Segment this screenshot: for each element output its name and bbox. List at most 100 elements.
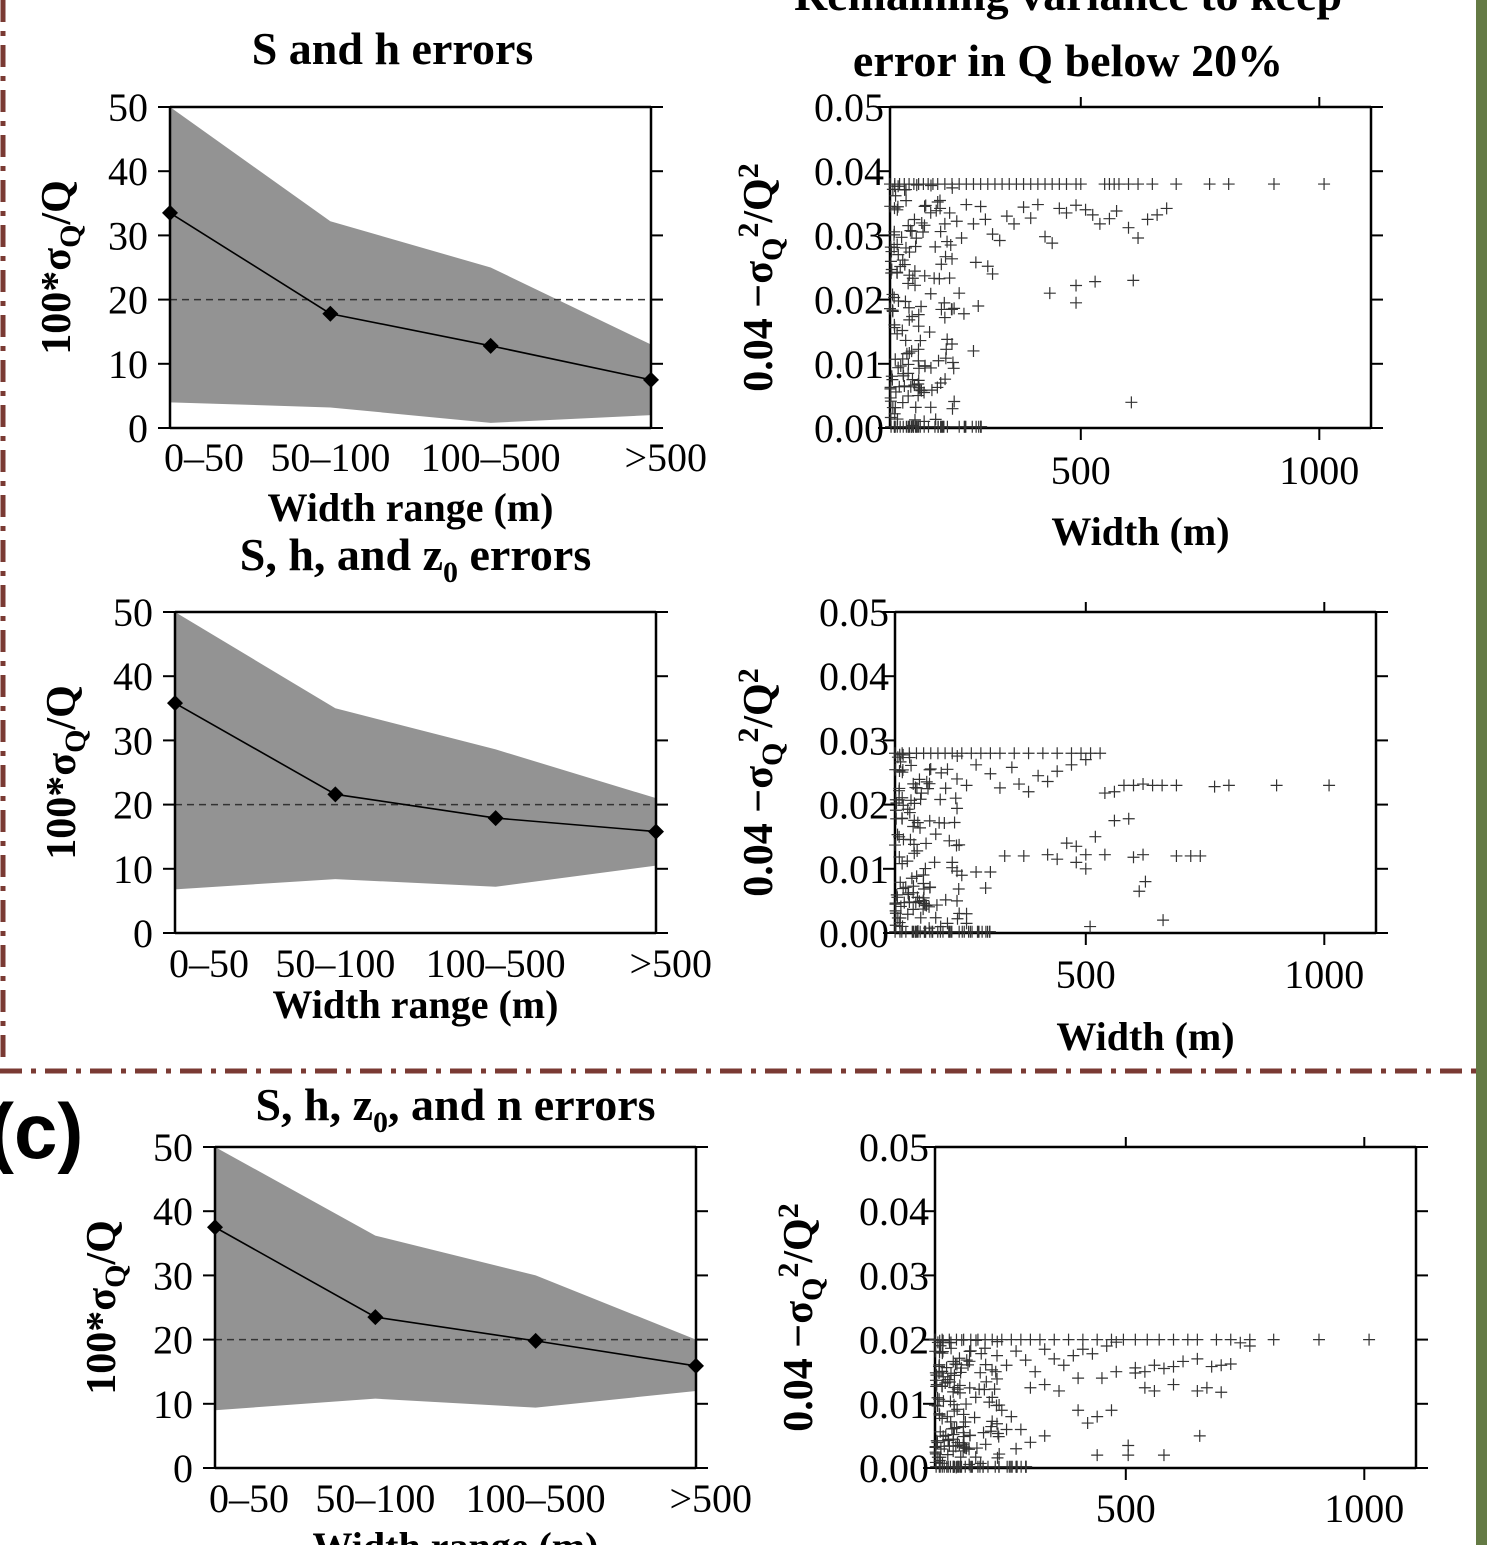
scatter-point (896, 324, 908, 336)
scatter-point (1223, 779, 1235, 791)
scatter-point (944, 272, 956, 284)
scatter-point (1168, 1334, 1180, 1346)
chart-a-left: 0 10 20 30 40 50 0–50 50–100 100–500 >500 Width ra… (34, 23, 707, 530)
x-tick-label: 100–500 (426, 941, 566, 986)
scatter-point (980, 882, 992, 894)
scatter-point (1039, 1379, 1051, 1391)
y-tick-label: 0.01 (814, 342, 884, 387)
ylabel-sub: Q (59, 730, 92, 753)
x-tick-label: 100–500 (466, 1476, 606, 1521)
ylabel-sub: Q (99, 1265, 132, 1288)
scatter-point (1089, 276, 1101, 288)
scatter-point (930, 912, 942, 924)
x-axis-label: Width (m) (1051, 509, 1229, 554)
ylabel-part: 100*σ (34, 248, 80, 355)
title-main: S, h, and z (240, 529, 443, 580)
scatter-point (886, 264, 898, 276)
x-axis-label: Width range (m) (313, 1524, 599, 1545)
scatter-point (951, 215, 963, 227)
x-tick-label: 100–500 (421, 435, 561, 480)
y-axis-label: 100*σQ/Q (39, 685, 92, 860)
scatter-point (1018, 850, 1030, 862)
scatter-point (1191, 1385, 1203, 1397)
y-tick-label: 0.04 (859, 1189, 929, 1234)
scatter-point (939, 312, 951, 324)
y-tick-label: 0.03 (859, 1253, 929, 1298)
title-tail: errors (458, 529, 591, 580)
scatter-point (1110, 1366, 1122, 1378)
title-subscript: 0 (373, 1106, 388, 1139)
y-tick-label: 0.03 (814, 213, 884, 258)
ylabel-part: /Q (79, 1220, 125, 1265)
title-tail: , and n errors (388, 1079, 656, 1130)
y-axis-label: 100*σQ/Q (34, 180, 87, 355)
uncertainty-band (175, 612, 656, 889)
scatter-point (1194, 850, 1206, 862)
scatter-point (980, 1359, 992, 1371)
scatter-point (993, 1431, 1005, 1443)
y-tick-label: 0.00 (819, 911, 889, 956)
ylabel-sup: 2 (732, 223, 765, 238)
scatter-point (1153, 1334, 1165, 1346)
scatter-point (935, 1340, 947, 1352)
chart-title: S, h, z0, and n errors (255, 1079, 655, 1139)
x-tick-label: 50–100 (270, 435, 390, 480)
scatter-point (897, 368, 909, 380)
scatter-point (1108, 815, 1120, 827)
ylabel-sup: 2 (732, 728, 765, 743)
scatter-point (932, 1400, 944, 1412)
scatter-point (1037, 747, 1049, 759)
scatter-point (953, 287, 965, 299)
scatter-point (941, 1411, 953, 1423)
scatter-point (1094, 747, 1106, 759)
scatter-point (1063, 1334, 1075, 1346)
x-tick-label: 0–50 (209, 1476, 289, 1521)
scatter-point (972, 300, 984, 312)
scatter-point (991, 1418, 1003, 1430)
scatter-point (911, 179, 923, 191)
scatter-point (1117, 1334, 1129, 1346)
x-tick-label: 1000 (1279, 448, 1359, 493)
y-tick-label: 0 (173, 1446, 193, 1491)
scatter-point (946, 253, 958, 265)
scatter-point (928, 272, 940, 284)
scatter-point (1168, 1379, 1180, 1391)
scatter-point (970, 1391, 982, 1403)
chart-b-left: 010203040500–50 50–100 100–500 >500Width ra… (39, 529, 712, 1027)
scatter-point (994, 235, 1006, 247)
scatter-point (905, 381, 917, 393)
ylabel-sup: 2 (772, 1203, 805, 1218)
scatter-point (970, 759, 982, 771)
scatter-point (1139, 1382, 1151, 1394)
scatter-point (941, 763, 953, 775)
scatter-point (1127, 274, 1139, 286)
y-tick-label: 0.02 (819, 783, 889, 828)
y-tick-label: 0.02 (814, 278, 884, 323)
scatter-point (1225, 1358, 1237, 1370)
scatter-point (1132, 178, 1144, 190)
scatter-point (1020, 1461, 1032, 1473)
y-tick-label: 20 (108, 278, 148, 323)
ylabel-sub: Q (54, 225, 87, 248)
y-tick-label: 10 (153, 1382, 193, 1427)
scatter-point (979, 213, 991, 225)
scatter-point (1313, 1334, 1325, 1346)
scatter-point (914, 335, 926, 347)
scatter-point (1129, 1367, 1141, 1379)
scatter-point (913, 309, 925, 321)
x-tick-label: 500 (1056, 952, 1116, 997)
ylabel-part: 100*σ (79, 1288, 125, 1395)
scatter-point (925, 763, 937, 775)
scatter-point (1013, 778, 1025, 790)
scatter-point (1070, 840, 1082, 852)
scatter-point (1201, 1382, 1213, 1394)
scatter-point (948, 362, 960, 374)
uncertainty-band (170, 107, 651, 423)
scatter-point (919, 360, 931, 372)
scatter-point (935, 303, 947, 315)
scatter-point (905, 794, 917, 806)
y-tick-label: 20 (113, 783, 153, 828)
scatter-point (1141, 1334, 1153, 1346)
y-tick-label: 40 (108, 149, 148, 194)
